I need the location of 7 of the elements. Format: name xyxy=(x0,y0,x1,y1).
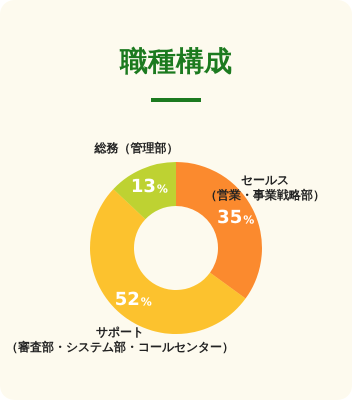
chart-title: 職種構成 xyxy=(119,44,232,78)
data-label: 52% xyxy=(114,289,152,310)
data-label: 35% xyxy=(217,207,254,228)
data-label: 13% xyxy=(130,176,168,198)
slice-label: セールス（営業・事業戦略部） xyxy=(205,172,326,203)
slice-label: 総務（管理部） xyxy=(94,141,178,156)
slice-label: サポート（審査部・システム部・コールセンター） xyxy=(6,325,234,356)
